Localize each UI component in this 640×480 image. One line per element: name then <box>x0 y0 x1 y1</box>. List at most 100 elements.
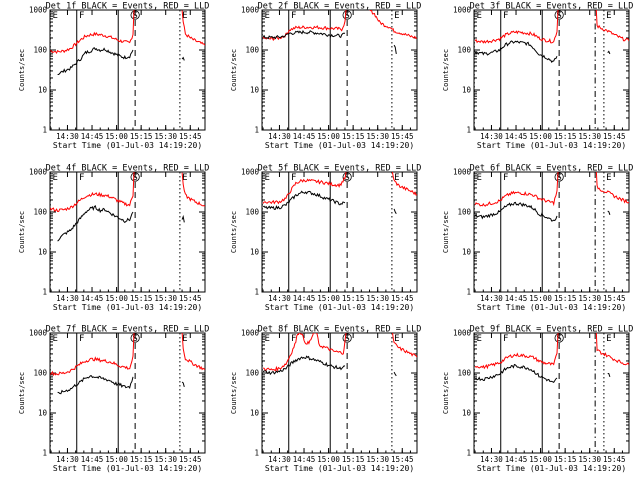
detector-panel-5: Det 5f BLACK = Events, RED = LLD 1 10 100 10… <box>230 164 421 313</box>
x-tick-label: 15:45 <box>391 294 414 303</box>
events-series-line <box>607 210 611 215</box>
x-tick-label: 14:45 <box>505 455 528 464</box>
y-axis-label: Counts/sec <box>18 372 26 414</box>
x-tick-label: 15:30 <box>578 132 601 141</box>
marker-label: E <box>606 11 611 21</box>
marker-label: E <box>606 334 611 344</box>
x-tick-label: 14:45 <box>505 294 528 303</box>
events-series-line <box>474 40 558 63</box>
y-tick-label: 100 <box>245 208 259 217</box>
lld-series-line <box>474 333 559 370</box>
marker-label: E <box>477 11 482 21</box>
panel-title: Det 6f BLACK = Events, RED = LLD <box>470 164 634 174</box>
marker-label: F <box>79 173 84 183</box>
y-tick-label: 1 <box>42 126 47 135</box>
x-tick-label: 14:45 <box>293 132 316 141</box>
detector-panel-1: Det 1f BLACK = Events, RED = LLD 1 10 100 10… <box>18 2 209 151</box>
events-series-line <box>474 363 558 383</box>
marker-label: E <box>477 334 482 344</box>
y-tick-label: 100 <box>33 369 47 378</box>
marker-circle <box>342 172 352 182</box>
marker-circle <box>130 333 140 343</box>
lld-series-line <box>595 172 629 204</box>
y-tick-label: 10 <box>38 409 48 418</box>
x-tick-label: 15:45 <box>603 455 626 464</box>
marker-label: E <box>606 173 611 183</box>
plot-frame <box>473 332 630 454</box>
marker-label: E <box>182 173 187 183</box>
events-series-line <box>181 56 185 61</box>
marker-circle <box>130 172 140 182</box>
marker-circle <box>130 10 140 20</box>
y-tick-label: 1000 <box>29 6 48 15</box>
marker-circle <box>342 10 352 20</box>
x-tick-label: 15:45 <box>603 132 626 141</box>
detector-panel-2: Det 2f BLACK = Events, RED = LLD 1 10 100 10… <box>230 2 421 151</box>
y-tick-label: 10 <box>462 248 472 257</box>
lld-series-line <box>50 172 135 213</box>
events-series-line <box>57 375 134 395</box>
events-series-line <box>181 381 185 388</box>
events-series-line <box>393 208 397 215</box>
plot-frame <box>473 9 630 131</box>
x-tick-label: 14:30 <box>56 132 79 141</box>
plot-frame <box>473 171 630 293</box>
y-tick-label: 10 <box>250 86 260 95</box>
y-tick-label: 10 <box>462 86 472 95</box>
x-axis-label: Start Time (01-Jul-03 14:19:20) <box>53 464 202 473</box>
y-tick-label: 10 <box>462 409 472 418</box>
x-tick-label: 15:30 <box>578 455 601 464</box>
plot-frame <box>49 332 206 454</box>
y-tick-label: 100 <box>33 46 47 55</box>
marker-label: E <box>394 334 399 344</box>
events-series-line <box>181 214 185 223</box>
marker-label: F <box>79 11 84 21</box>
marker-label: E <box>53 173 58 183</box>
y-tick-label: 1 <box>466 126 471 135</box>
events-series-line <box>262 355 346 376</box>
marker-label: S <box>556 173 561 183</box>
x-tick-label: 15:15 <box>130 132 153 141</box>
marker-label: E <box>394 173 399 183</box>
x-tick-label: 15:00 <box>529 294 552 303</box>
x-tick-label: 15:15 <box>554 132 577 141</box>
marker-circle <box>554 10 564 20</box>
x-tick-label: 14:45 <box>293 294 316 303</box>
y-tick-label: 10 <box>38 86 48 95</box>
x-tick-label: 15:15 <box>554 294 577 303</box>
panel-title: Det 3f BLACK = Events, RED = LLD <box>470 2 634 12</box>
detector-panel-4: Det 4f BLACK = Events, RED = LLD 1 10 100 10… <box>18 164 209 313</box>
panel-title: Det 5f BLACK = Events, RED = LLD <box>258 164 422 174</box>
x-tick-label: 15:15 <box>342 455 365 464</box>
marker-label: S <box>556 334 561 344</box>
plot-frame <box>261 332 418 454</box>
lld-series-line <box>262 10 347 42</box>
x-tick-label: 15:15 <box>342 294 365 303</box>
panel-title: Det 1f BLACK = Events, RED = LLD <box>46 2 210 12</box>
lld-series-line <box>181 10 205 46</box>
events-series-line <box>607 373 611 378</box>
x-tick-label: 15:00 <box>317 455 340 464</box>
lld-series-line <box>181 333 205 371</box>
events-series-line <box>393 44 397 54</box>
events-series-line <box>607 50 611 55</box>
events-series-line <box>57 47 134 75</box>
x-tick-label: 14:30 <box>480 455 503 464</box>
x-tick-label: 14:30 <box>480 294 503 303</box>
x-tick-label: 15:30 <box>366 132 389 141</box>
marker-label: S <box>344 334 349 344</box>
y-tick-label: 100 <box>33 208 47 217</box>
x-tick-label: 15:00 <box>105 455 128 464</box>
marker-label: E <box>53 334 58 344</box>
x-tick-label: 15:00 <box>317 294 340 303</box>
marker-label: E <box>182 334 187 344</box>
events-series-line <box>57 205 134 242</box>
events-series-line <box>393 371 397 377</box>
y-axis-label: Counts/sec <box>230 49 238 91</box>
x-tick-label: 15:00 <box>529 132 552 141</box>
lld-series-line <box>181 172 205 207</box>
marker-label: E <box>394 11 399 21</box>
y-tick-label: 10 <box>38 248 48 257</box>
x-tick-label: 15:30 <box>154 294 177 303</box>
marker-label: F <box>79 334 84 344</box>
